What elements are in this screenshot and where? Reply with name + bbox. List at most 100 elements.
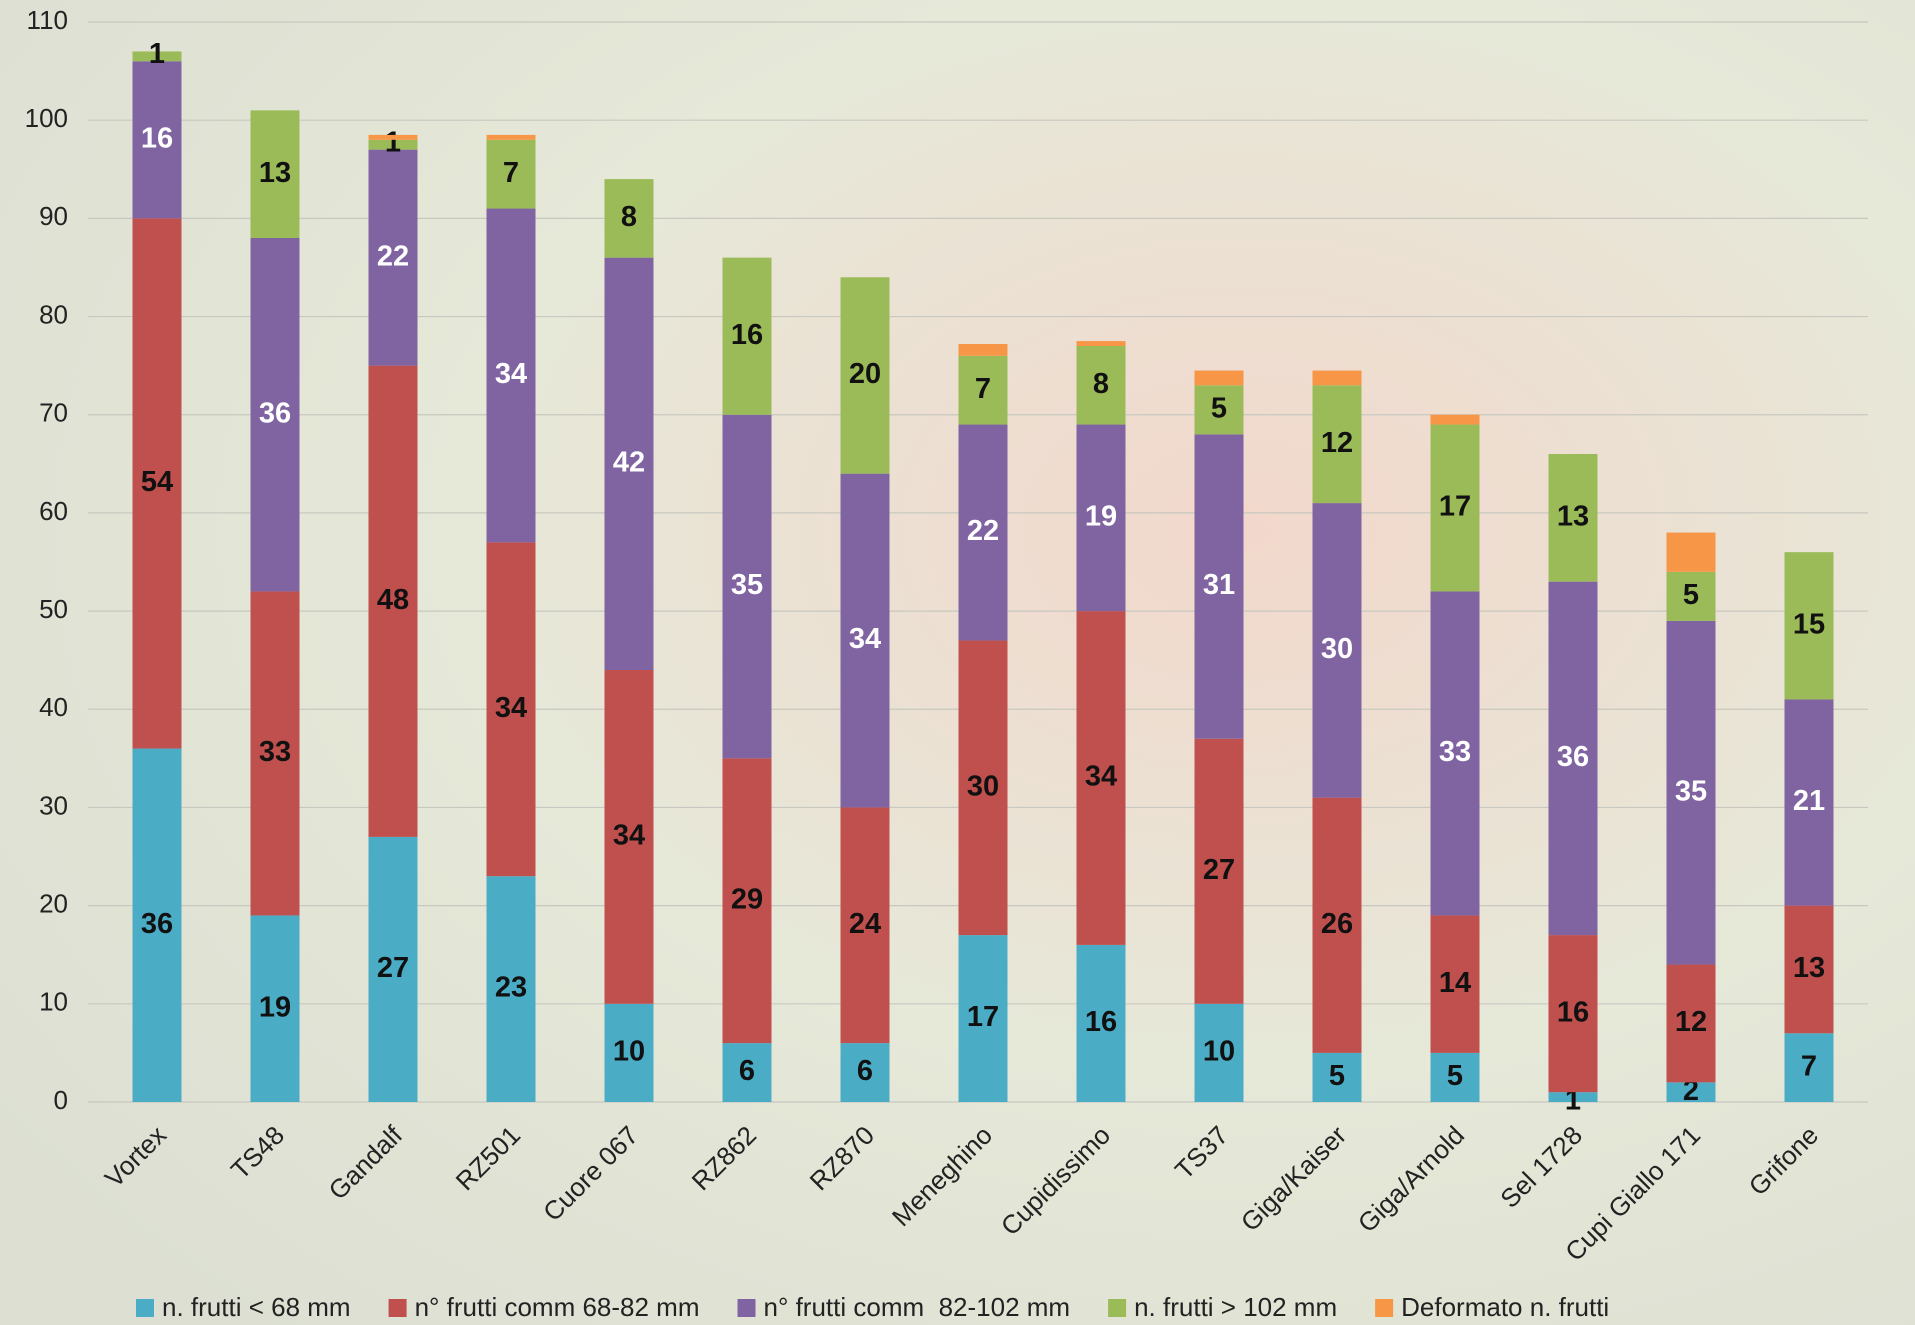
bar-segment <box>1194 370 1244 386</box>
data-label: 1 <box>149 38 165 70</box>
data-label: 19 <box>1085 500 1117 532</box>
y-tick-label: 90 <box>39 201 68 231</box>
bar-segment <box>840 807 890 1044</box>
bar-segment <box>486 134 536 140</box>
data-label: 34 <box>1085 761 1117 793</box>
bar-segment <box>486 208 536 543</box>
data-label: 20 <box>849 358 881 390</box>
bar-segment <box>250 238 300 592</box>
data-label: 5 <box>1211 392 1227 424</box>
bar-segment <box>1784 1033 1834 1102</box>
bar-segment <box>722 414 772 759</box>
legend-label: n° frutti comm 82-102 mm <box>764 1292 1071 1322</box>
bar-segment <box>1430 424 1480 592</box>
data-label: 12 <box>1321 427 1353 459</box>
bar-segment <box>1312 385 1362 504</box>
bar-segment <box>722 1043 772 1102</box>
data-label: 42 <box>613 446 645 478</box>
data-label: 15 <box>1793 608 1825 640</box>
bar-segment <box>958 424 1008 641</box>
y-tick-label: 0 <box>54 1085 68 1115</box>
bar-segment <box>1076 611 1126 945</box>
bar-segment <box>486 542 536 877</box>
bar-segment <box>368 149 418 366</box>
legend-swatch <box>136 1299 154 1317</box>
data-label: 34 <box>495 692 527 724</box>
data-label: 1 <box>1565 1085 1581 1117</box>
data-label: 16 <box>141 122 173 154</box>
data-label: 34 <box>495 358 527 390</box>
bar-segment <box>604 179 654 258</box>
bar-segment <box>1194 738 1244 1004</box>
data-label: 35 <box>1675 775 1707 807</box>
y-tick-label: 40 <box>39 692 68 722</box>
bar-segment <box>722 758 772 1044</box>
bar-segment <box>958 640 1008 936</box>
data-label: 10 <box>613 1036 645 1068</box>
bar-segment <box>132 748 182 1102</box>
data-label: 13 <box>1557 500 1589 532</box>
bar-segment <box>1430 591 1480 916</box>
data-label: 30 <box>967 770 999 802</box>
bar-segment <box>486 876 536 1102</box>
data-label: 35 <box>731 569 763 601</box>
bar-segment <box>1076 346 1126 425</box>
bar-segment <box>722 257 772 415</box>
bar-segment <box>1312 1052 1362 1102</box>
data-label: 34 <box>613 820 645 852</box>
data-label: 22 <box>377 240 409 272</box>
data-label: 24 <box>849 908 881 940</box>
legend-swatch <box>737 1299 756 1317</box>
data-label: 36 <box>259 397 291 429</box>
bar-segment <box>1312 370 1362 386</box>
bar-segment <box>132 51 182 62</box>
data-label: 23 <box>495 972 527 1004</box>
data-label: 16 <box>1085 1006 1117 1038</box>
data-label: 7 <box>975 373 991 405</box>
data-label: 27 <box>1203 854 1235 886</box>
bar-segment <box>1076 341 1126 346</box>
y-tick-label: 100 <box>25 103 68 133</box>
legend-label: n° frutti comm 68-82 mm <box>415 1292 700 1322</box>
bar-segment <box>958 344 1008 356</box>
data-label: 19 <box>259 991 291 1023</box>
legend-swatch <box>1375 1299 1394 1317</box>
data-label: 5 <box>1447 1060 1463 1092</box>
data-label: 36 <box>1557 741 1589 773</box>
bar-segment <box>1784 905 1834 1034</box>
y-tick-label: 50 <box>39 594 68 624</box>
data-label: 54 <box>141 466 173 498</box>
bar-segment <box>250 591 300 916</box>
y-tick-label: 30 <box>39 790 68 820</box>
data-label: 22 <box>967 515 999 547</box>
data-label: 26 <box>1321 908 1353 940</box>
data-label: 7 <box>503 157 519 189</box>
legend-swatch <box>388 1299 407 1317</box>
data-label: 6 <box>857 1055 873 1087</box>
bar-segment <box>1666 1082 1716 1102</box>
data-label: 36 <box>141 908 173 940</box>
bar-segment <box>368 365 418 837</box>
y-tick-label: 80 <box>39 299 68 329</box>
y-tick-label: 10 <box>39 987 68 1017</box>
bar-segment <box>368 134 418 140</box>
data-label: 10 <box>1203 1036 1235 1068</box>
legend-label: n. frutti > 102 mm <box>1134 1292 1337 1322</box>
data-label: 1 <box>385 126 401 158</box>
data-label: 8 <box>621 201 637 233</box>
bar-segment <box>958 355 1008 425</box>
data-label: 5 <box>1329 1060 1345 1092</box>
bar-segment <box>1312 503 1362 798</box>
bar-segment <box>958 935 1008 1102</box>
bar-segment <box>840 1043 890 1102</box>
legend-label: Deformato n. frutti <box>1401 1292 1609 1322</box>
data-label: 31 <box>1203 569 1235 601</box>
bar-segment <box>1548 581 1598 936</box>
bar-segment <box>368 139 418 150</box>
bar-segment <box>1548 454 1598 582</box>
bar-segment <box>132 61 182 219</box>
data-label: 5 <box>1683 579 1699 611</box>
bar-segment <box>1430 414 1480 425</box>
data-label: 2 <box>1683 1075 1699 1107</box>
